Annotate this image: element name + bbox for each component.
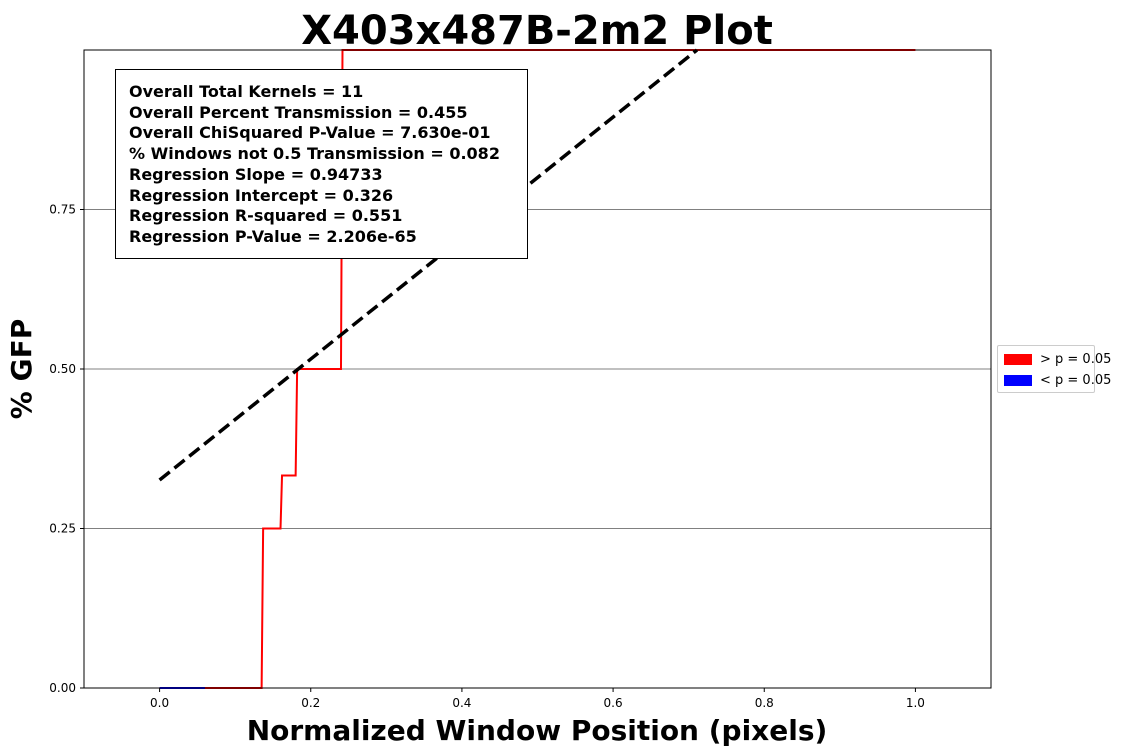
stat-percent-transmission: Overall Percent Transmission = 0.455	[129, 102, 468, 122]
x-axis-ticks: 0.0 0.2 0.4 0.6 0.8 1.0	[150, 688, 925, 710]
x-tick-label-1: 0.2	[301, 696, 320, 710]
y-tick-label-2: 0.50	[49, 362, 76, 376]
y-axis-ticks: 0.00 0.25 0.50 0.75	[49, 203, 84, 695]
stat-chisquared-pvalue: Overall ChiSquared P-Value = 7.630e-01	[129, 123, 491, 143]
legend-item-red: > p = 0.05	[1004, 351, 1112, 367]
regression-line	[158, 48, 699, 482]
legend-label-red: > p = 0.05	[1040, 351, 1112, 367]
legend-label-blue: < p = 0.05	[1040, 372, 1112, 388]
y-tick-label-1: 0.25	[49, 522, 76, 536]
x-tick-label-3: 0.6	[604, 696, 623, 710]
stat-total-kernels: Overall Total Kernels = 11	[129, 82, 364, 101]
chart-title: X403x487B-2m2 Plot	[301, 8, 773, 54]
stat-regression-rsquared: Regression R-squared = 0.551	[129, 206, 403, 226]
x-tick-label-5: 1.0	[906, 696, 925, 710]
stat-windows-not-half: % Windows not 0.5 Transmission = 0.082	[129, 144, 500, 164]
legend: > p = 0.05 < p = 0.05	[997, 345, 1111, 393]
y-axis-label: % GFP	[5, 319, 38, 419]
x-tick-label-0: 0.0	[150, 696, 169, 710]
x-tick-label-4: 0.8	[755, 696, 774, 710]
legend-swatch-blue	[1004, 374, 1032, 386]
x-axis-label: Normalized Window Position (pixels)	[247, 714, 828, 747]
stat-regression-slope: Regression Slope = 0.94733	[129, 164, 383, 184]
legend-swatch-red	[1004, 353, 1032, 365]
legend-item-blue: < p = 0.05	[1004, 372, 1112, 388]
y-tick-label-3: 0.75	[49, 203, 76, 217]
stat-regression-pvalue: Regression P-Value = 2.206e-65	[129, 226, 417, 246]
statistics-box: Overall Total Kernels = 11 Overall Perce…	[115, 69, 528, 259]
x-tick-label-2: 0.4	[452, 696, 471, 710]
y-tick-label-0: 0.00	[49, 681, 76, 695]
stat-regression-intercept: Regression Intercept = 0.326	[129, 185, 394, 205]
